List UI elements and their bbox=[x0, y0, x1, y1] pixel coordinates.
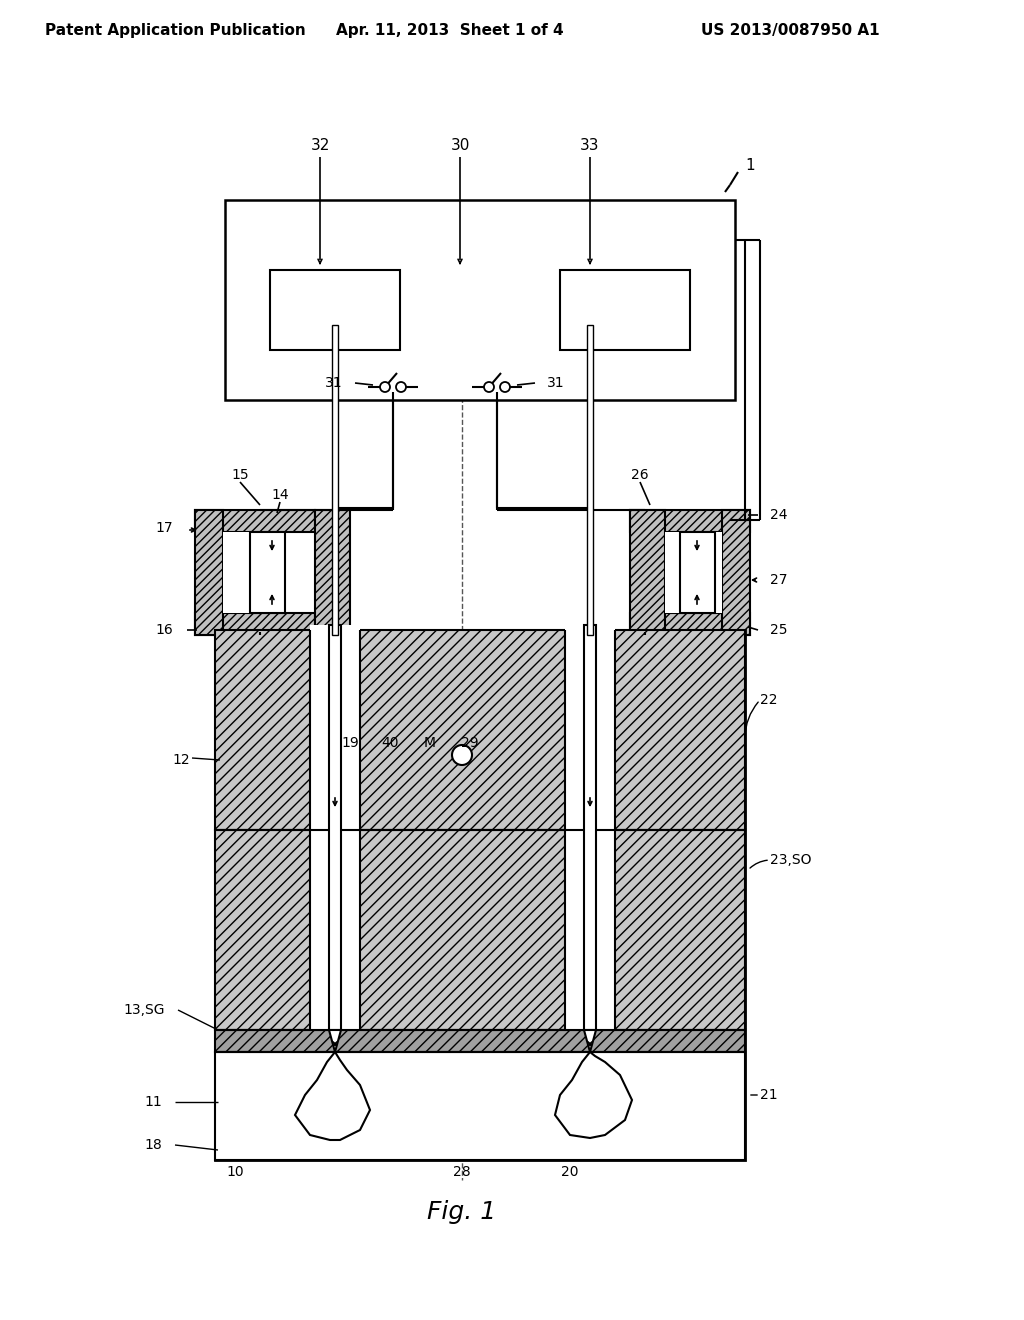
Bar bbox=[223, 532, 280, 612]
Text: 20: 20 bbox=[561, 1166, 579, 1179]
Text: 1: 1 bbox=[745, 157, 755, 173]
Text: 40: 40 bbox=[381, 737, 398, 750]
Bar bbox=[215, 1052, 745, 1160]
Polygon shape bbox=[584, 1030, 596, 1052]
Circle shape bbox=[452, 744, 472, 766]
Bar bbox=[215, 630, 745, 1160]
Polygon shape bbox=[329, 1030, 341, 1052]
Bar bbox=[195, 510, 223, 635]
Circle shape bbox=[396, 381, 406, 392]
Bar bbox=[630, 510, 750, 532]
Text: M: M bbox=[424, 737, 436, 750]
Text: 23,SO: 23,SO bbox=[770, 853, 811, 867]
Bar bbox=[630, 612, 750, 635]
Text: 11: 11 bbox=[144, 1096, 162, 1109]
Text: 17: 17 bbox=[156, 521, 173, 535]
Bar bbox=[565, 630, 615, 1030]
Bar bbox=[225, 201, 735, 400]
Text: 12: 12 bbox=[172, 752, 190, 767]
Circle shape bbox=[500, 381, 510, 392]
Text: 24: 24 bbox=[770, 508, 787, 521]
Text: 29: 29 bbox=[461, 737, 479, 750]
Bar bbox=[195, 510, 315, 532]
Text: 30: 30 bbox=[451, 137, 470, 153]
Text: 15: 15 bbox=[231, 469, 249, 482]
Bar bbox=[630, 510, 665, 635]
Circle shape bbox=[484, 381, 494, 392]
Text: Patent Application Publication: Patent Application Publication bbox=[45, 22, 305, 37]
Bar bbox=[215, 1030, 745, 1052]
Bar bbox=[565, 624, 615, 630]
Bar bbox=[315, 510, 350, 635]
Text: 31: 31 bbox=[326, 376, 343, 389]
Bar bbox=[270, 271, 400, 350]
Text: 33: 33 bbox=[581, 137, 600, 153]
Text: 14: 14 bbox=[271, 488, 289, 502]
Text: 27: 27 bbox=[770, 573, 787, 587]
Text: US 2013/0087950 A1: US 2013/0087950 A1 bbox=[700, 22, 880, 37]
Bar bbox=[329, 624, 341, 1030]
Bar bbox=[560, 271, 690, 350]
Text: 31: 31 bbox=[547, 376, 564, 389]
Text: 32: 32 bbox=[310, 137, 330, 153]
Text: 25: 25 bbox=[770, 623, 787, 638]
Bar bbox=[584, 624, 596, 1030]
Text: 21: 21 bbox=[760, 1088, 777, 1102]
Bar bbox=[722, 510, 750, 635]
Bar bbox=[587, 325, 593, 635]
Polygon shape bbox=[295, 1052, 370, 1140]
Bar bbox=[332, 325, 338, 635]
Circle shape bbox=[380, 381, 390, 392]
Text: Fig. 1: Fig. 1 bbox=[427, 1200, 497, 1224]
Text: 13,SG: 13,SG bbox=[124, 1003, 165, 1016]
Polygon shape bbox=[555, 1052, 632, 1138]
Bar bbox=[680, 532, 715, 612]
Bar bbox=[310, 624, 360, 630]
Text: 19: 19 bbox=[341, 737, 358, 750]
Bar bbox=[665, 532, 722, 612]
Text: 28: 28 bbox=[454, 1166, 471, 1179]
Text: 10: 10 bbox=[226, 1166, 244, 1179]
Bar bbox=[215, 630, 745, 830]
Text: Apr. 11, 2013  Sheet 1 of 4: Apr. 11, 2013 Sheet 1 of 4 bbox=[336, 22, 564, 37]
Bar bbox=[250, 532, 285, 612]
Text: 18: 18 bbox=[144, 1138, 162, 1152]
Text: 22: 22 bbox=[760, 693, 777, 708]
Text: 16: 16 bbox=[156, 623, 173, 638]
Bar bbox=[310, 630, 360, 1030]
Text: 26: 26 bbox=[631, 469, 649, 482]
Bar bbox=[215, 830, 745, 1030]
Bar bbox=[195, 612, 315, 635]
